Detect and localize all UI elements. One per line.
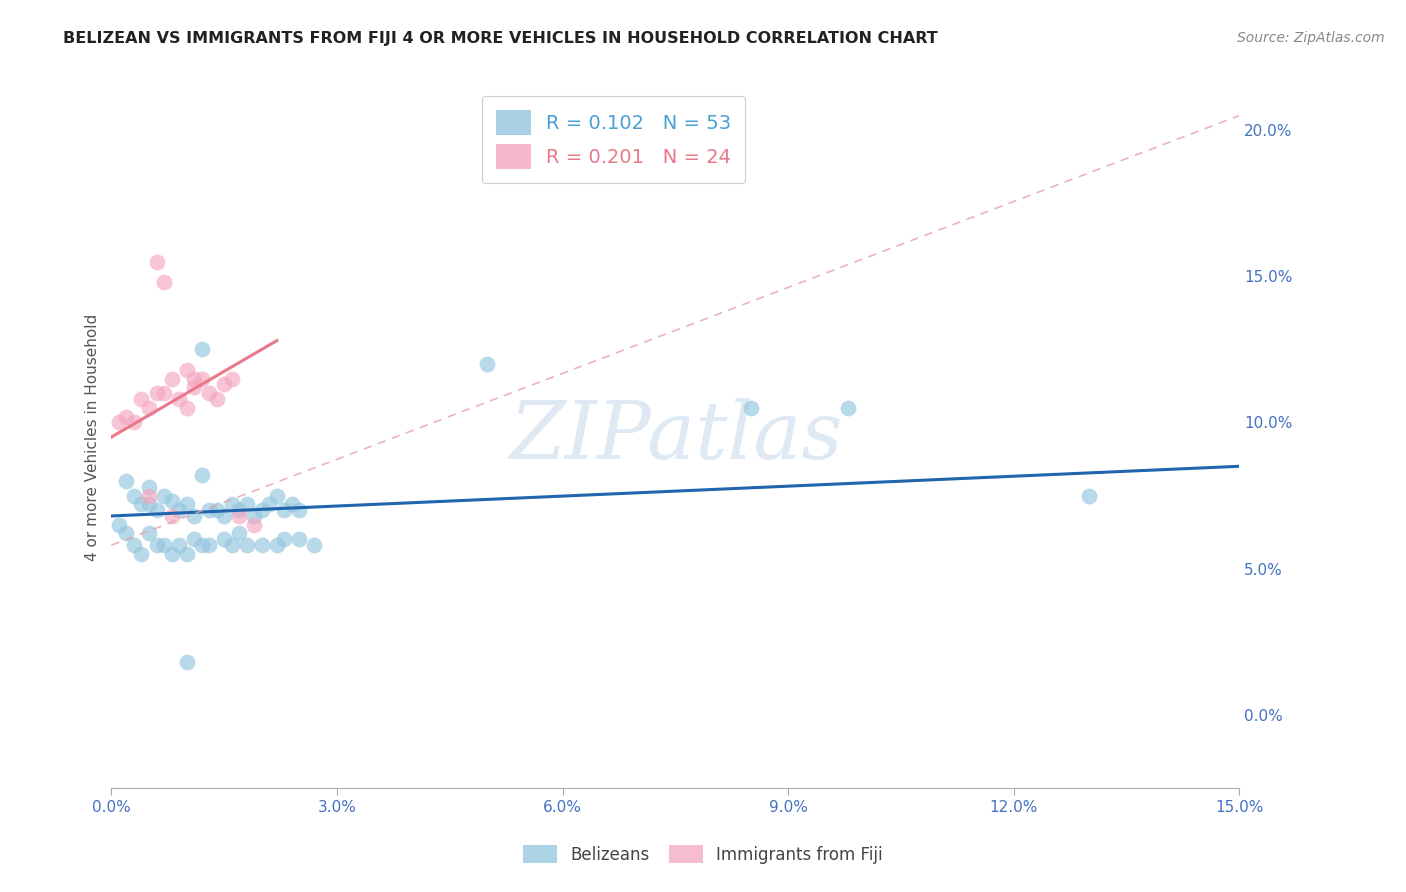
Point	[273, 503, 295, 517]
Point	[138, 526, 160, 541]
Point	[183, 380, 205, 394]
Point	[837, 401, 859, 415]
Point	[176, 363, 198, 377]
Point	[160, 494, 183, 508]
Point	[138, 480, 160, 494]
Point	[131, 392, 153, 406]
Point	[221, 497, 243, 511]
Point	[167, 503, 190, 517]
Point	[160, 547, 183, 561]
Point	[108, 416, 131, 430]
Legend: R = 0.102   N = 53, R = 0.201   N = 24: R = 0.102 N = 53, R = 0.201 N = 24	[482, 96, 745, 183]
Point	[122, 489, 145, 503]
Point	[205, 503, 228, 517]
Point	[160, 371, 183, 385]
Point	[176, 497, 198, 511]
Point	[243, 508, 266, 523]
Point	[236, 538, 259, 552]
Point	[198, 538, 221, 552]
Point	[145, 538, 167, 552]
Point	[153, 538, 176, 552]
Point	[145, 254, 167, 268]
Point	[198, 503, 221, 517]
Text: BELIZEAN VS IMMIGRANTS FROM FIJI 4 OR MORE VEHICLES IN HOUSEHOLD CORRELATION CHA: BELIZEAN VS IMMIGRANTS FROM FIJI 4 OR MO…	[63, 31, 938, 46]
Point	[250, 538, 273, 552]
Point	[205, 392, 228, 406]
Point	[131, 547, 153, 561]
Point	[281, 497, 304, 511]
Point	[145, 386, 167, 401]
Point	[221, 538, 243, 552]
Point	[259, 497, 281, 511]
Point	[153, 386, 176, 401]
Point	[266, 538, 288, 552]
Point	[122, 538, 145, 552]
Point	[115, 474, 138, 488]
Point	[212, 533, 235, 547]
Point	[273, 533, 295, 547]
Point	[183, 371, 205, 385]
Point	[1078, 489, 1101, 503]
Legend: Belizeans, Immigrants from Fiji: Belizeans, Immigrants from Fiji	[517, 838, 889, 871]
Point	[740, 401, 762, 415]
Point	[212, 377, 235, 392]
Point	[176, 401, 198, 415]
Point	[145, 503, 167, 517]
Point	[212, 508, 235, 523]
Point	[288, 533, 311, 547]
Text: ZIPatlas: ZIPatlas	[509, 399, 842, 475]
Y-axis label: 4 or more Vehicles in Household: 4 or more Vehicles in Household	[86, 313, 100, 561]
Point	[183, 508, 205, 523]
Point	[176, 547, 198, 561]
Point	[198, 386, 221, 401]
Point	[266, 489, 288, 503]
Point	[228, 508, 250, 523]
Point	[236, 497, 259, 511]
Point	[138, 497, 160, 511]
Point	[228, 503, 250, 517]
Point	[477, 357, 499, 371]
Point	[190, 538, 212, 552]
Point	[190, 371, 212, 385]
Point	[167, 392, 190, 406]
Point	[304, 538, 326, 552]
Point	[190, 468, 212, 483]
Point	[176, 655, 198, 669]
Point	[190, 343, 212, 357]
Point	[221, 371, 243, 385]
Point	[131, 497, 153, 511]
Point	[115, 409, 138, 424]
Point	[115, 526, 138, 541]
Point	[243, 517, 266, 532]
Point	[250, 503, 273, 517]
Text: Source: ZipAtlas.com: Source: ZipAtlas.com	[1237, 31, 1385, 45]
Point	[108, 517, 131, 532]
Point	[122, 416, 145, 430]
Point	[153, 275, 176, 289]
Point	[160, 508, 183, 523]
Point	[183, 533, 205, 547]
Point	[153, 489, 176, 503]
Point	[138, 401, 160, 415]
Point	[138, 489, 160, 503]
Point	[228, 526, 250, 541]
Point	[288, 503, 311, 517]
Point	[167, 538, 190, 552]
